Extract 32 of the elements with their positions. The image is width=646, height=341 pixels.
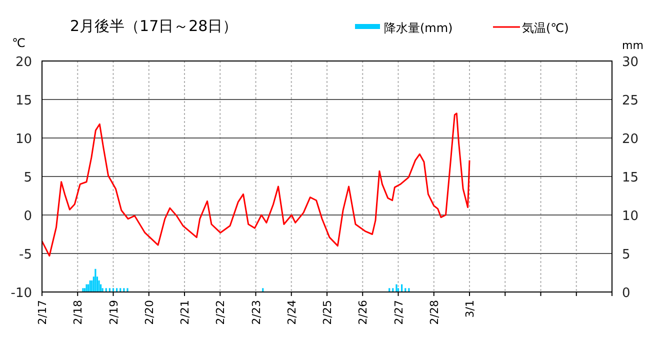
x-tick-label: 2/21 — [178, 300, 192, 325]
y-tick-label: 10 — [15, 132, 32, 147]
y-axis-title: ℃ — [12, 36, 26, 50]
x-tick-label: 2/20 — [142, 300, 156, 325]
x-tick-label: 2/28 — [428, 300, 441, 325]
x-tick-label: 2/27 — [392, 300, 406, 325]
x-tick-label: 2/22 — [214, 300, 228, 325]
y-tick-label: 20 — [15, 55, 32, 70]
y2-axis-title: mm — [622, 39, 644, 52]
y-tick-label: -10 — [10, 286, 32, 301]
x-tick-label: 2/26 — [356, 300, 370, 325]
y2-tick-label: 30 — [622, 55, 639, 70]
y2-tick-label: 0 — [622, 286, 630, 301]
y2-tick-label: 25 — [622, 94, 639, 108]
y-tick-label: 15 — [15, 94, 32, 108]
chart-title: 2月後半（17日～28日） — [70, 17, 238, 35]
y-tick-label: -5 — [19, 248, 32, 262]
y2-tick-label: 20 — [622, 132, 639, 147]
x-tick-label: 2/23 — [250, 300, 263, 325]
y2-tick-label: 15 — [622, 170, 639, 186]
legend-label: 気温(℃) — [522, 21, 569, 35]
x-tick-label: 3/1 — [464, 300, 476, 318]
x-tick-label: 2/18 — [72, 300, 85, 325]
x-tick-label: 2/25 — [321, 300, 334, 325]
y2-tick-label: 5 — [622, 248, 630, 262]
y-tick-label: 5 — [24, 170, 32, 186]
y-tick-label: 0 — [24, 209, 32, 224]
y2-tick-label: 10 — [622, 209, 639, 224]
x-tick-label: 2/17 — [36, 300, 49, 325]
legend-label: 降水量(mm) — [384, 21, 453, 35]
x-tick-label: 2/19 — [107, 300, 120, 325]
x-tick-label: 2/24 — [285, 300, 298, 325]
